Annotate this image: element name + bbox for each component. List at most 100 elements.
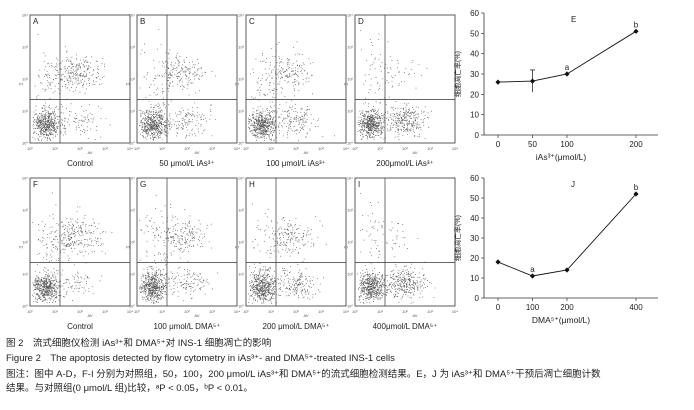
flow-y-tick-label: 10² (347, 77, 353, 82)
flow-dot-cloud (248, 203, 327, 304)
panel-letter: G (140, 180, 146, 189)
flow-y-tick-label: 10⁰ (238, 141, 244, 146)
flow-x-tick-label: 10³ (427, 309, 433, 314)
flow-y-tick-label: 10³ (129, 45, 135, 50)
flow-y-tick-label: 10⁴ (22, 13, 28, 18)
y-tick-label: 10 (470, 274, 479, 283)
flow-condition-label: Control (67, 322, 93, 331)
flow-x-tick-label: 10³ (102, 309, 108, 314)
flow-x-tick-label: 10³ (209, 146, 215, 151)
flow-condition-label: 100 μmol/L iAs³⁺ (266, 159, 326, 168)
flow-x-tick-label: 10² (402, 146, 408, 151)
y-tick-label: 40 (470, 214, 479, 223)
flow-y-tick-label: 10³ (347, 208, 353, 213)
flow-x-tick-label: 10³ (209, 309, 215, 314)
flow-condition-label: 400μmol/L DMA⁵⁺ (373, 322, 438, 331)
flow-x-axis-label: AV (194, 150, 199, 155)
flow-x-tick-label: 10² (293, 146, 299, 151)
flow-x-tick-label: 10¹ (377, 309, 383, 314)
flow-y-tick-label: 10³ (22, 45, 28, 50)
flow-condition-label: Control (67, 159, 93, 168)
flow-y-tick-label: 10³ (238, 208, 244, 213)
flow-y-tick-label: 10² (238, 240, 244, 245)
flow-y-tick-label: 10¹ (22, 272, 28, 277)
y-tick-label: 40 (470, 50, 479, 59)
panel-letter: H (249, 180, 255, 189)
flow-x-tick-label: 10² (402, 309, 408, 314)
flow-x-tick-label: 10⁴ (452, 146, 458, 151)
flow-y-tick-label: 10⁴ (238, 176, 244, 181)
flow-x-tick-label: 10² (293, 309, 299, 314)
flow-x-tick-label: 10¹ (159, 309, 165, 314)
x-axis-label: iAs³⁺(μmol/L) (536, 152, 587, 162)
flow-dot-cloud (357, 30, 432, 140)
data-point (564, 267, 570, 273)
flow-x-tick-label: 10¹ (377, 146, 383, 151)
flow-x-axis-label: AV (194, 313, 199, 318)
flow-y-tick-label: 10¹ (129, 272, 135, 277)
flow-condition-label: 50 μmol/L iAs³⁺ (159, 159, 214, 168)
flow-y-tick-label: 10³ (22, 208, 28, 213)
flow-y-tick-label: 10¹ (22, 109, 28, 114)
flow-dot-cloud (248, 41, 335, 142)
flow-x-tick-label: 10⁴ (127, 309, 133, 314)
flow-y-tick-label: 10⁰ (347, 304, 353, 309)
flow-y-tick-label: 10⁴ (129, 13, 135, 18)
flow-x-tick-label: 10³ (102, 146, 108, 151)
flow-x-axis-label: AV (303, 313, 308, 318)
significance-label: b (634, 20, 639, 29)
x-tick-label: 0 (496, 303, 501, 312)
flow-x-tick-label: 10¹ (52, 309, 58, 314)
flow-x-tick-label: 10² (77, 309, 83, 314)
flow-x-tick-label: 10¹ (159, 146, 165, 151)
flow-x-tick-label: 10⁴ (343, 146, 349, 151)
flow-dot-cloud (139, 195, 219, 304)
flow-x-tick-label: 10³ (427, 146, 433, 151)
flow-condition-label: 200μmol/L iAs³⁺ (376, 159, 433, 168)
data-point (529, 273, 536, 279)
flow-x-tick-label: 10⁰ (134, 309, 140, 314)
flow-y-tick-label: 10⁴ (129, 176, 135, 181)
x-tick-label: 100 (526, 303, 540, 312)
chart-panel-letter: E (571, 15, 576, 24)
flow-y-axis-label: PI (344, 81, 348, 86)
caption-chinese-title: 图 2 流式细胞仪检测 iAs³⁺和 DMA⁵⁺对 INS-1 细胞凋亡的影响 (6, 338, 272, 349)
y-tick-label: 0 (475, 294, 480, 303)
data-point (495, 79, 501, 85)
data-point (633, 191, 639, 197)
y-tick-label: 60 (470, 174, 479, 183)
y-tick-label: 10 (470, 111, 479, 120)
flow-panel-frame (136, 14, 238, 144)
x-tick-label: 400 (629, 303, 643, 312)
flow-x-axis-label: AV (303, 150, 308, 155)
significance-label: a (530, 265, 535, 274)
series-line (497, 30, 637, 83)
flow-y-tick-label: 10⁰ (347, 141, 353, 146)
flow-x-axis-label: AV (87, 150, 92, 155)
flow-x-axis-label: AV (412, 150, 417, 155)
line-chart-j: 0 10 20 30 40 50 60 0 100 200 400 DMA⁵⁺(μmol/L) 细胞凋亡… (453, 174, 658, 325)
flow-panel-f: F10⁰10⁰10¹10¹10²10²10³10³10⁴10⁴AVPIContr… (19, 176, 133, 332)
flow-y-tick-label: 10² (347, 240, 353, 245)
flow-condition-label: 100 μmol/L DMA⁵⁺ (154, 322, 221, 331)
flow-x-tick-label: 10² (184, 146, 190, 151)
flow-y-axis-label: PI (126, 81, 130, 86)
y-tick-label: 30 (470, 70, 479, 79)
flow-y-axis-label: PI (235, 81, 239, 86)
series-line (497, 193, 637, 277)
x-tick-label: 200 (629, 140, 643, 149)
flow-x-tick-label: 10² (77, 146, 83, 151)
flow-y-tick-label: 10² (129, 77, 135, 82)
data-point (564, 71, 570, 77)
flow-y-tick-label: 10¹ (347, 272, 353, 277)
data-point (529, 78, 536, 84)
panel-letter: F (33, 180, 38, 189)
flow-x-tick-label: 10⁰ (243, 309, 249, 314)
flow-y-axis-label: PI (235, 244, 239, 249)
